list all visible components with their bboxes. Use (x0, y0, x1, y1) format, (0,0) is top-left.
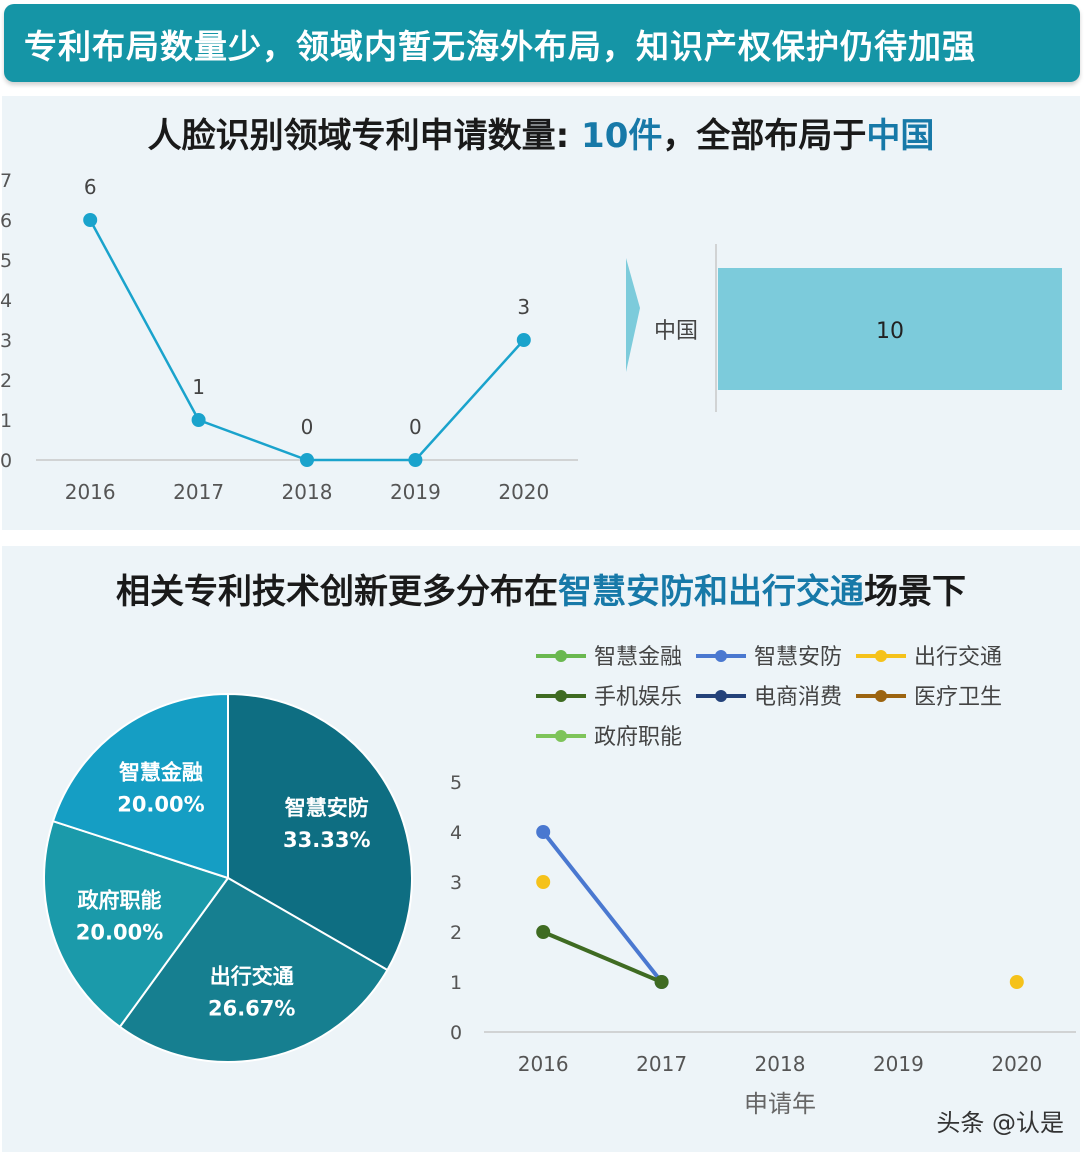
data-label: 0 (409, 415, 422, 439)
category-label: 中国 (654, 319, 698, 344)
slice-label: 政府职能 (78, 888, 162, 912)
legend-label: 出行交通 (914, 645, 1002, 670)
x-tick-label: 2017 (636, 1052, 687, 1076)
banner-text: 专利布局数量少，领域内暂无海外布局，知识产权保护仍待加强 (24, 27, 976, 66)
legend-label: 医疗卫生 (914, 685, 1002, 710)
y-tick-label: 6 (0, 210, 12, 232)
legend-label: 电商消费 (754, 685, 842, 710)
arrow-shape (626, 258, 640, 372)
x-axis-title: 申请年 (744, 1090, 816, 1118)
x-tick-label: 2020 (498, 480, 549, 504)
y-tick-label: 3 (450, 872, 462, 894)
legend-swatch-marker (875, 650, 887, 662)
legend-label: 政府职能 (594, 725, 682, 750)
slice-label: 智慧安防 (285, 796, 369, 820)
watermark: 头条 @认是 (936, 1109, 1064, 1137)
legend-swatch-marker (715, 690, 727, 702)
panel-title: 人脸识别领域专利申请数量: 10件，全部布局于中国 (2, 108, 1080, 157)
legend-swatch-marker (715, 650, 727, 662)
data-point (1009, 975, 1024, 989)
y-tick-label: 2 (450, 922, 462, 944)
slice-label: 出行交通 (210, 965, 294, 989)
y-tick-label: 0 (0, 450, 12, 472)
bar (718, 268, 1062, 390)
legend-swatch-marker (875, 690, 887, 702)
slice-label: 智慧金融 (119, 761, 203, 785)
slice-value-label: 26.67% (208, 997, 295, 1021)
data-point (536, 875, 551, 889)
data-point (83, 213, 98, 227)
title-mid: ，全部布局于 (662, 116, 867, 156)
x-tick-label: 2017 (173, 480, 224, 504)
data-label: 0 (301, 415, 314, 439)
panel-title: 相关专利技术创新更多分布在智慧安防和出行交通场景下 (2, 564, 1080, 613)
pie-slice (118, 876, 389, 1063)
title-suffix: 场景下 (864, 572, 966, 612)
title-prefix: 人脸识别领域专利申请数量: (147, 116, 582, 156)
application-count-panel: 人脸识别领域专利申请数量: 10件，全部布局于中国 0 1 2 3 4 5 6 7 2016 20… (0, 96, 1080, 530)
legend-label: 手机娱乐 (594, 685, 682, 710)
data-label: 3 (517, 295, 530, 319)
x-tick-label: 2020 (991, 1052, 1042, 1076)
country-bar-chart: 10 中国 (626, 244, 1062, 412)
yearly-application-line-chart: 0 1 2 3 4 5 6 7 2016 2017 2018 2019 2020 6 1 0 0 3 (0, 170, 578, 504)
title-count: 10件 (581, 116, 663, 156)
y-tick-label: 0 (450, 1022, 462, 1044)
x-tick-label: 2019 (873, 1052, 924, 1076)
data-point (300, 453, 314, 467)
scenario-pie-chart: 智慧安防 33.33% 出行交通 26.67% 政府职能 20.00% 智慧金融 20.00% (43, 692, 413, 1063)
data-label: 6 (84, 175, 97, 199)
data-point (536, 925, 551, 939)
x-tick-label: 2018 (282, 480, 333, 504)
data-label: 1 (192, 375, 205, 399)
legend-swatch-marker (555, 730, 567, 742)
pie-slice (51, 692, 229, 880)
pie-slice (43, 819, 230, 1029)
data-point (516, 333, 531, 347)
x-tick-label: 2018 (755, 1052, 806, 1076)
y-tick-label: 4 (0, 290, 12, 312)
data-point (191, 413, 206, 427)
data-point (654, 975, 669, 989)
title-country: 中国 (866, 116, 935, 156)
y-tick-label: 4 (450, 822, 462, 844)
series-segment (541, 830, 664, 984)
data-point (536, 825, 551, 839)
x-tick-label: 2019 (390, 480, 441, 504)
data-point (408, 453, 423, 467)
scenario-distribution-panel: 相关专利技术创新更多分布在智慧安防和出行交通场景下 智慧安防 33.33% 出行交通… (2, 546, 1080, 1152)
y-tick-label: 5 (0, 250, 12, 272)
legend-swatch-marker (555, 650, 567, 662)
y-tick-label: 2 (0, 370, 12, 392)
slice-value-label: 33.33% (283, 828, 370, 852)
slice-value-label: 20.00% (117, 793, 204, 817)
y-tick-label: 3 (0, 330, 12, 352)
pie-slice (227, 692, 413, 972)
y-tick-label: 5 (450, 772, 462, 794)
title-prefix: 相关专利技术创新更多分布在 (116, 572, 558, 612)
legend-label: 智慧金融 (594, 645, 682, 670)
header-banner: 专利布局数量少，领域内暂无海外布局，知识产权保护仍待加强 (4, 4, 1080, 82)
slice-value-label: 20.00% (76, 920, 163, 944)
legend-swatch-marker (555, 690, 567, 702)
x-tick-label: 2016 (65, 480, 116, 504)
bar-value-label: 10 (876, 319, 904, 344)
series-segment (542, 930, 663, 984)
title-highlight: 智慧安防和出行交通 (558, 572, 864, 612)
y-tick-label: 7 (0, 170, 12, 192)
legend-label: 智慧安防 (754, 645, 842, 670)
y-tick-label: 1 (0, 410, 12, 432)
y-tick-label: 1 (450, 972, 462, 994)
x-tick-label: 2016 (518, 1052, 569, 1076)
